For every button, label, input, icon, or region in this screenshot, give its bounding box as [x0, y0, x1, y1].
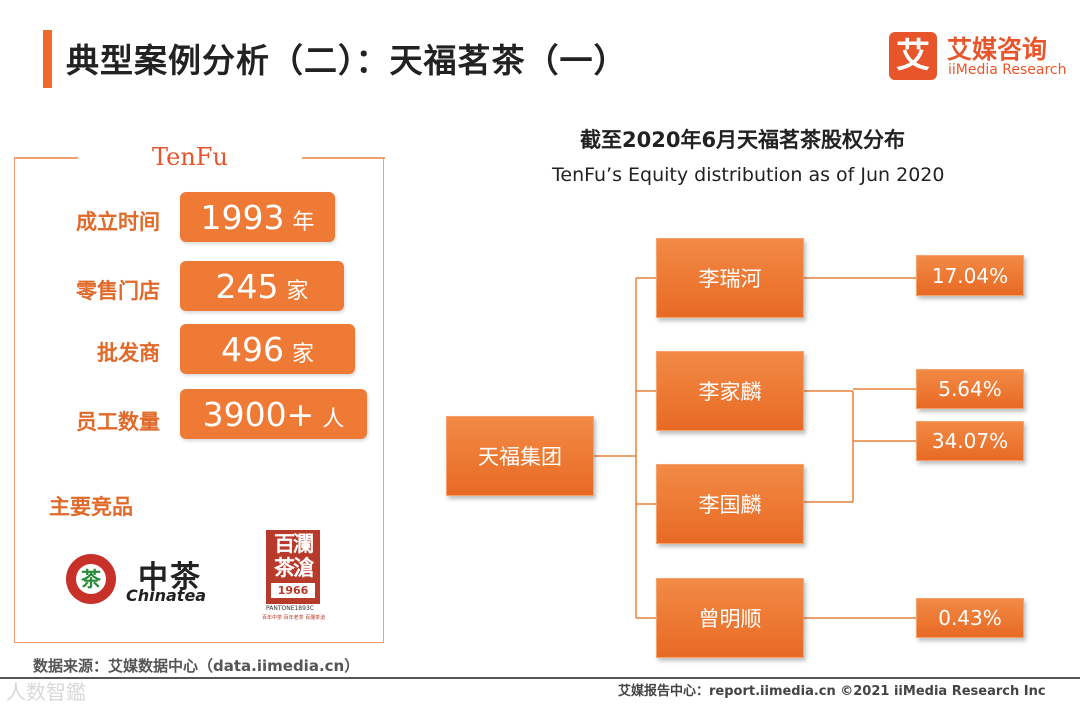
data-source: 数据来源：艾媒数据中心（data.iimedia.cn）: [33, 657, 360, 675]
node-holder-4: 曾明顺: [656, 578, 804, 658]
stat-value-founded: 1993: [200, 197, 285, 237]
iimedia-logo-subtext: iiMedia Research: [948, 62, 1067, 78]
lancang-logo-year: 1966: [271, 583, 315, 598]
stat-unit-employees: 人: [322, 407, 345, 432]
panel-border-top-left: [14, 157, 78, 159]
competitors-label: 主要竞品: [49, 495, 133, 519]
company-profile-panel: [14, 157, 384, 643]
node-holder-3: 李国麟: [656, 464, 804, 544]
page-title: 典型案例分析（二）：天福茗茶（一）: [66, 41, 628, 80]
brand-name: TenFu: [152, 143, 228, 171]
stat-unit-wholesalers: 家: [291, 342, 314, 367]
node-root: 天福集团: [446, 416, 594, 496]
stat-label-founded: 成立时间: [76, 210, 160, 234]
lancang-logo-line1: 百瀾: [274, 532, 314, 556]
node-pct-3: 34.07%: [916, 421, 1024, 461]
footer-divider: [0, 677, 1080, 679]
lancang-logo-tagline: 百年中茶 百年老茶 百瀾茶滄: [262, 615, 326, 621]
chinatea-emblem-glyph: 茶: [76, 564, 106, 594]
panel-border-top-right: [302, 157, 385, 159]
chart-subtitle: TenFu’s Equity distribution as of Jun 20…: [552, 164, 945, 186]
node-pct-1: 17.04%: [916, 255, 1024, 296]
lancang-logo-line2: 茶滄: [274, 556, 314, 580]
iimedia-logo-text: 艾媒咨询: [947, 35, 1048, 64]
stat-unit-stores: 家: [286, 279, 309, 304]
iimedia-logo-icon: 艾: [889, 32, 937, 80]
node-pct-2: 5.64%: [916, 369, 1024, 409]
watermark: 人数智鑑: [6, 680, 86, 704]
stat-box-employees: 3900+ 人: [180, 389, 367, 439]
stat-box-founded: 1993 年: [180, 192, 335, 242]
chart-title: 截至2020年6月天福茗茶股权分布: [580, 128, 906, 152]
stat-box-stores: 245 家: [180, 261, 344, 311]
lancang-logo-pantone: PANTONE1893C: [266, 605, 314, 612]
stat-value-wholesalers: 496: [220, 329, 284, 369]
stat-label-wholesalers: 批发商: [97, 341, 160, 365]
chinatea-logo-en: Chinatea: [126, 586, 207, 605]
node-holder-1: 李瑞河: [656, 238, 804, 318]
title-accent-bar: [43, 30, 52, 88]
chinatea-logo-cn: 中茶: [138, 560, 202, 595]
stat-label-stores: 零售门店: [76, 279, 160, 303]
node-pct-4: 0.43%: [916, 598, 1024, 638]
stat-box-wholesalers: 496 家: [180, 324, 355, 374]
footer-copyright: 艾媒报告中心：report.iimedia.cn ©2021 iiMedia R…: [618, 684, 1046, 699]
node-holder-2: 李家麟: [656, 351, 804, 431]
stat-unit-founded: 年: [292, 210, 315, 235]
stat-value-stores: 245: [215, 266, 279, 306]
stat-label-employees: 员工数量: [76, 410, 160, 434]
stat-value-employees: 3900+: [202, 394, 315, 434]
